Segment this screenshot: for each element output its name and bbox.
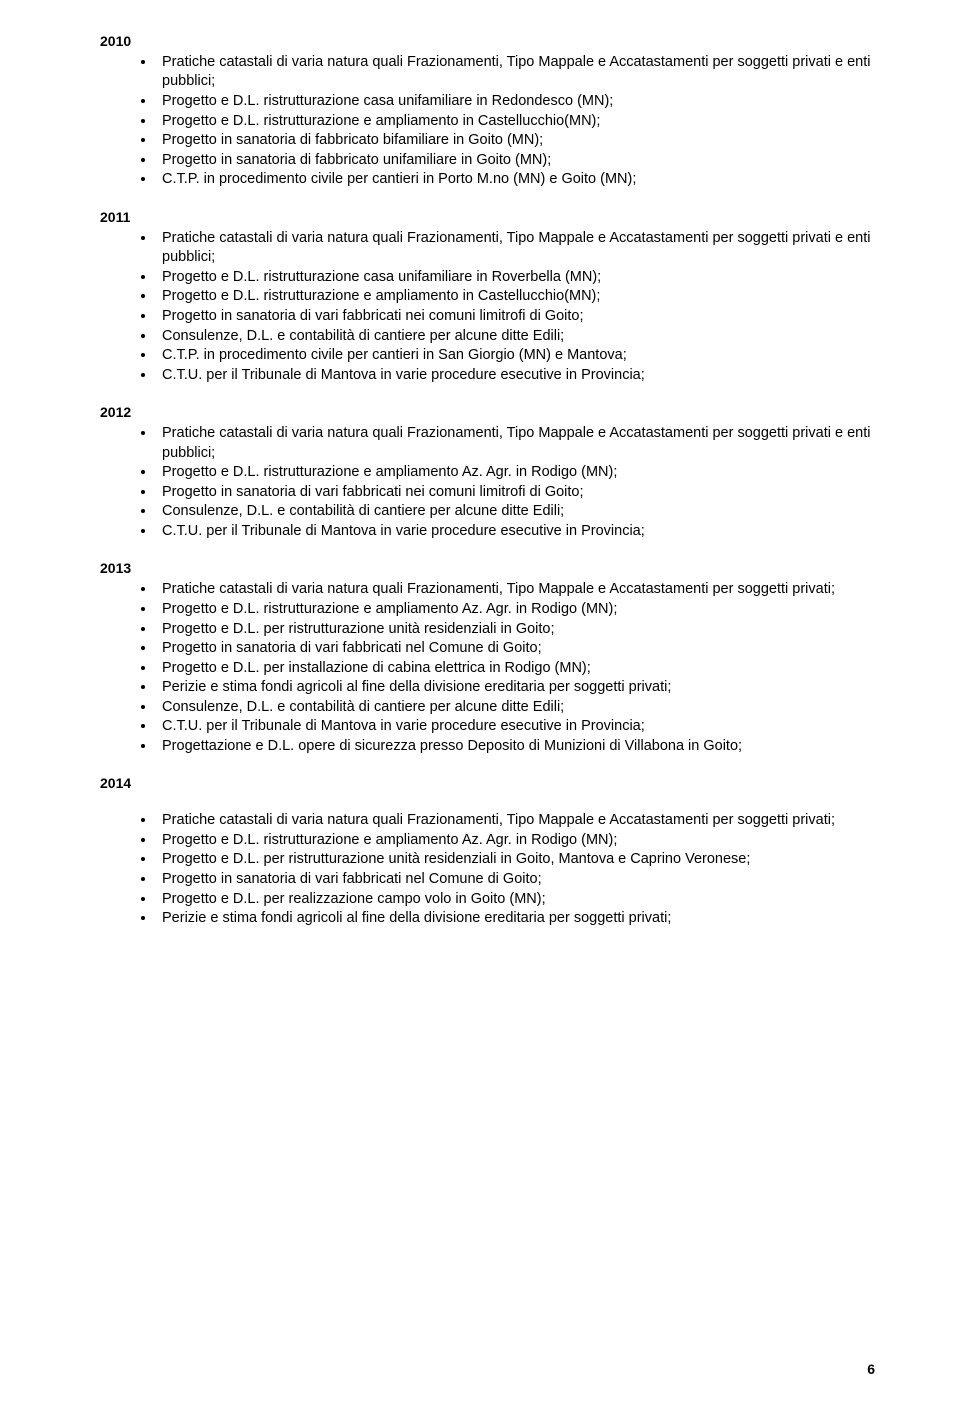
page-number: 6 [867,1360,875,1379]
list-item: Progetto e D.L. ristrutturazione casa un… [156,92,875,112]
list-item: C.T.U. per il Tribunale di Mantova in va… [156,717,875,737]
item-list: Pratiche catastali di varia natura quali… [100,424,875,541]
year-heading: 2013 [100,559,875,578]
list-item: Pratiche catastali di varia natura quali… [156,53,875,92]
list-item: Progetto in sanatoria di vari fabbricati… [156,307,875,327]
year-heading: 2014 [100,774,875,793]
list-item: Consulenze, D.L. e contabilità di cantie… [156,502,875,522]
list-item: Progetto e D.L. ristrutturazione casa un… [156,268,875,288]
list-item: Pratiche catastali di varia natura quali… [156,580,875,600]
list-item: Progetto e D.L. per ristrutturazione uni… [156,850,875,870]
list-item: Progetto in sanatoria di vari fabbricati… [156,870,875,890]
item-list: Pratiche catastali di varia natura quali… [100,229,875,386]
list-item: Progetto e D.L. per installazione di cab… [156,659,875,679]
list-item: Progetto e D.L. per realizzazione campo … [156,890,875,910]
year-heading: 2012 [100,403,875,422]
list-item: Consulenze, D.L. e contabilità di cantie… [156,327,875,347]
list-item: Progetto e D.L. ristrutturazione e ampli… [156,831,875,851]
list-item: Progetto in sanatoria di fabbricato unif… [156,151,875,171]
list-item: Progetto in sanatoria di fabbricato bifa… [156,131,875,151]
list-item: Pratiche catastali di varia natura quali… [156,229,875,268]
list-item: Progetto e D.L. ristrutturazione e ampli… [156,287,875,307]
sections-host: 2010 Pratiche catastali di varia natura q… [100,32,875,929]
year-heading: 2011 [100,208,875,227]
item-list: Pratiche catastali di varia natura quali… [100,811,875,928]
list-item: Progetto e D.L. ristrutturazione e ampli… [156,463,875,483]
list-item: Progettazione e D.L. opere di sicurezza … [156,737,875,757]
list-item: C.T.P. in procedimento civile per cantie… [156,346,875,366]
list-item: Progetto e D.L. per ristrutturazione uni… [156,620,875,640]
year-heading: 2010 [100,32,875,51]
list-item: Consulenze, D.L. e contabilità di cantie… [156,698,875,718]
list-item: Perizie e stima fondi agricoli al fine d… [156,909,875,929]
list-item: Pratiche catastali di varia natura quali… [156,424,875,463]
list-item: C.T.P. in procedimento civile per cantie… [156,170,875,190]
item-list: Pratiche catastali di varia natura quali… [100,53,875,190]
list-item: C.T.U. per il Tribunale di Mantova in va… [156,366,875,386]
list-item: Progetto in sanatoria di vari fabbricati… [156,483,875,503]
list-item: Pratiche catastali di varia natura quali… [156,811,875,831]
list-item: C.T.U. per il Tribunale di Mantova in va… [156,522,875,542]
list-item: Progetto in sanatoria di vari fabbricati… [156,639,875,659]
item-list: Pratiche catastali di varia natura quali… [100,580,875,756]
list-item: Progetto e D.L. ristrutturazione e ampli… [156,600,875,620]
list-item: Progetto e D.L. ristrutturazione e ampli… [156,112,875,132]
document-page: 2010 Pratiche catastali di varia natura q… [0,0,960,1405]
list-item: Perizie e stima fondi agricoli al fine d… [156,678,875,698]
